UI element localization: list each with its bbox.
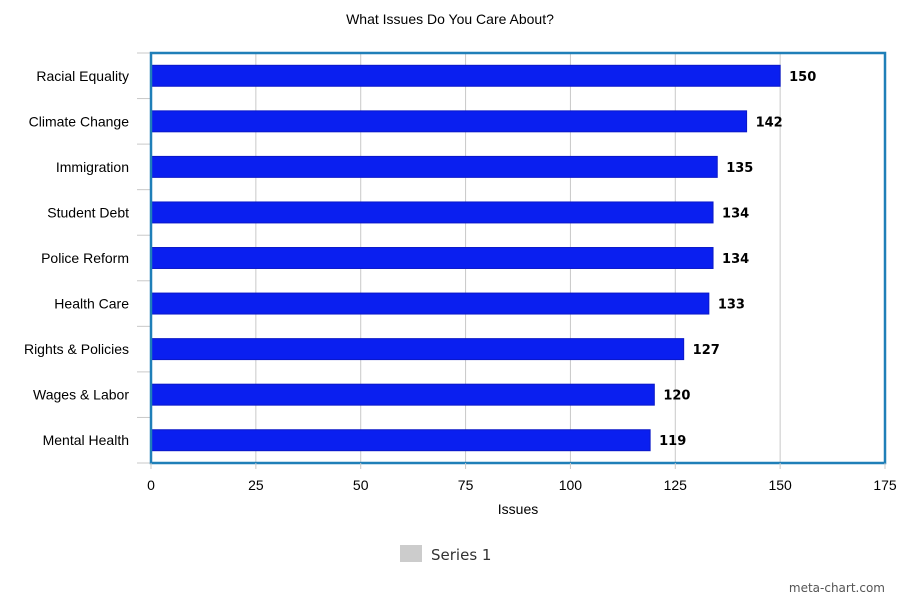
legend-label: Series 1 bbox=[431, 546, 491, 564]
category-label: Mental Health bbox=[43, 432, 129, 448]
data-label: 150 bbox=[789, 70, 816, 85]
category-label: Wages & Labor bbox=[33, 387, 129, 403]
x-tick-label: 25 bbox=[248, 477, 264, 493]
bar[interactable] bbox=[150, 247, 714, 269]
bar[interactable] bbox=[150, 338, 685, 361]
category-label: Student Debt bbox=[47, 204, 129, 220]
data-label: 127 bbox=[693, 343, 720, 358]
data-label: 135 bbox=[726, 161, 753, 176]
category-label: Rights & Policies bbox=[24, 341, 129, 357]
bar[interactable] bbox=[150, 292, 710, 315]
watermark: meta-chart.com bbox=[789, 581, 885, 595]
x-tick-label: 75 bbox=[458, 477, 474, 493]
category-label: Climate Change bbox=[29, 113, 130, 129]
plot-area-border bbox=[149, 51, 887, 465]
category-label: Health Care bbox=[54, 296, 129, 312]
category-label: Racial Equality bbox=[36, 68, 129, 84]
data-label: 134 bbox=[722, 206, 749, 221]
data-label: 133 bbox=[718, 298, 745, 313]
chart-title: What Issues Do You Care About? bbox=[346, 11, 554, 27]
x-axis-ticks: 0 25 50 75 100 125 150 175 bbox=[147, 463, 897, 493]
category-label: Police Reform bbox=[41, 250, 129, 266]
x-tick-label: 175 bbox=[873, 477, 897, 493]
x-axis-title: Issues bbox=[498, 501, 538, 517]
bar[interactable] bbox=[150, 155, 718, 178]
x-tick-label: 100 bbox=[559, 477, 583, 493]
legend[interactable]: Series 1 bbox=[400, 545, 491, 564]
category-labels: Racial Equality Climate Change Immigration… bbox=[24, 68, 129, 448]
data-labels: 150 142 135 134 134 133 127 120 119 bbox=[659, 70, 816, 449]
bar[interactable] bbox=[150, 383, 655, 406]
x-tick-label: 0 bbox=[147, 477, 155, 493]
x-tick-label: 150 bbox=[768, 477, 792, 493]
bar[interactable] bbox=[150, 201, 714, 224]
data-label: 119 bbox=[659, 434, 686, 449]
data-label: 120 bbox=[663, 389, 690, 404]
x-tick-label: 125 bbox=[664, 477, 688, 493]
legend-swatch bbox=[400, 545, 422, 562]
bar[interactable] bbox=[150, 429, 651, 452]
data-label: 142 bbox=[756, 115, 783, 130]
category-label: Immigration bbox=[56, 159, 129, 175]
bar[interactable] bbox=[150, 64, 781, 87]
bar[interactable] bbox=[150, 110, 748, 133]
data-label: 134 bbox=[722, 252, 749, 267]
x-tick-label: 50 bbox=[353, 477, 369, 493]
